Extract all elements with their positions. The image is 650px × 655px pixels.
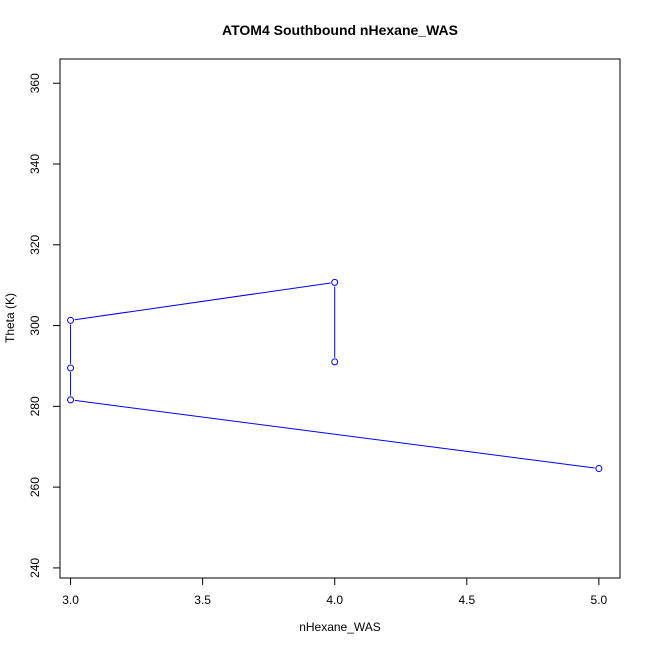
- y-axis: 240 260 280 300 320 340 360: [28, 73, 60, 578]
- data-point: [67, 364, 75, 372]
- y-tick-label: 340: [28, 154, 42, 174]
- x-tick-label: 5.0: [591, 593, 608, 607]
- x-tick-label: 4.0: [326, 593, 343, 607]
- x-tick-label: 3.0: [62, 593, 79, 607]
- x-axis-label: nHexane_WAS: [299, 620, 381, 634]
- data-point: [595, 465, 603, 473]
- series-line-segment: [74, 282, 331, 321]
- data-point: [331, 278, 339, 286]
- x-tick-label: 4.5: [458, 593, 475, 607]
- y-tick-label: 360: [28, 73, 42, 93]
- data-point: [67, 396, 75, 404]
- data-point: [331, 358, 339, 366]
- chart-title: ATOM4 Southbound nHexane_WAS: [222, 22, 458, 38]
- x-axis: 3.0 3.5 4.0 4.5 5.0: [62, 578, 608, 607]
- series-line-segment: [74, 399, 595, 469]
- y-tick-label: 280: [28, 396, 42, 416]
- y-tick-label: 300: [28, 315, 42, 335]
- plot-frame: [59, 58, 621, 579]
- y-axis-label: Theta (K): [3, 293, 17, 343]
- y-tick-label: 320: [28, 234, 42, 254]
- data-point: [67, 316, 75, 324]
- series-layer: [67, 278, 603, 473]
- y-tick-label: 240: [28, 558, 42, 578]
- y-tick-label: 260: [28, 477, 42, 497]
- x-tick-label: 3.5: [194, 593, 211, 607]
